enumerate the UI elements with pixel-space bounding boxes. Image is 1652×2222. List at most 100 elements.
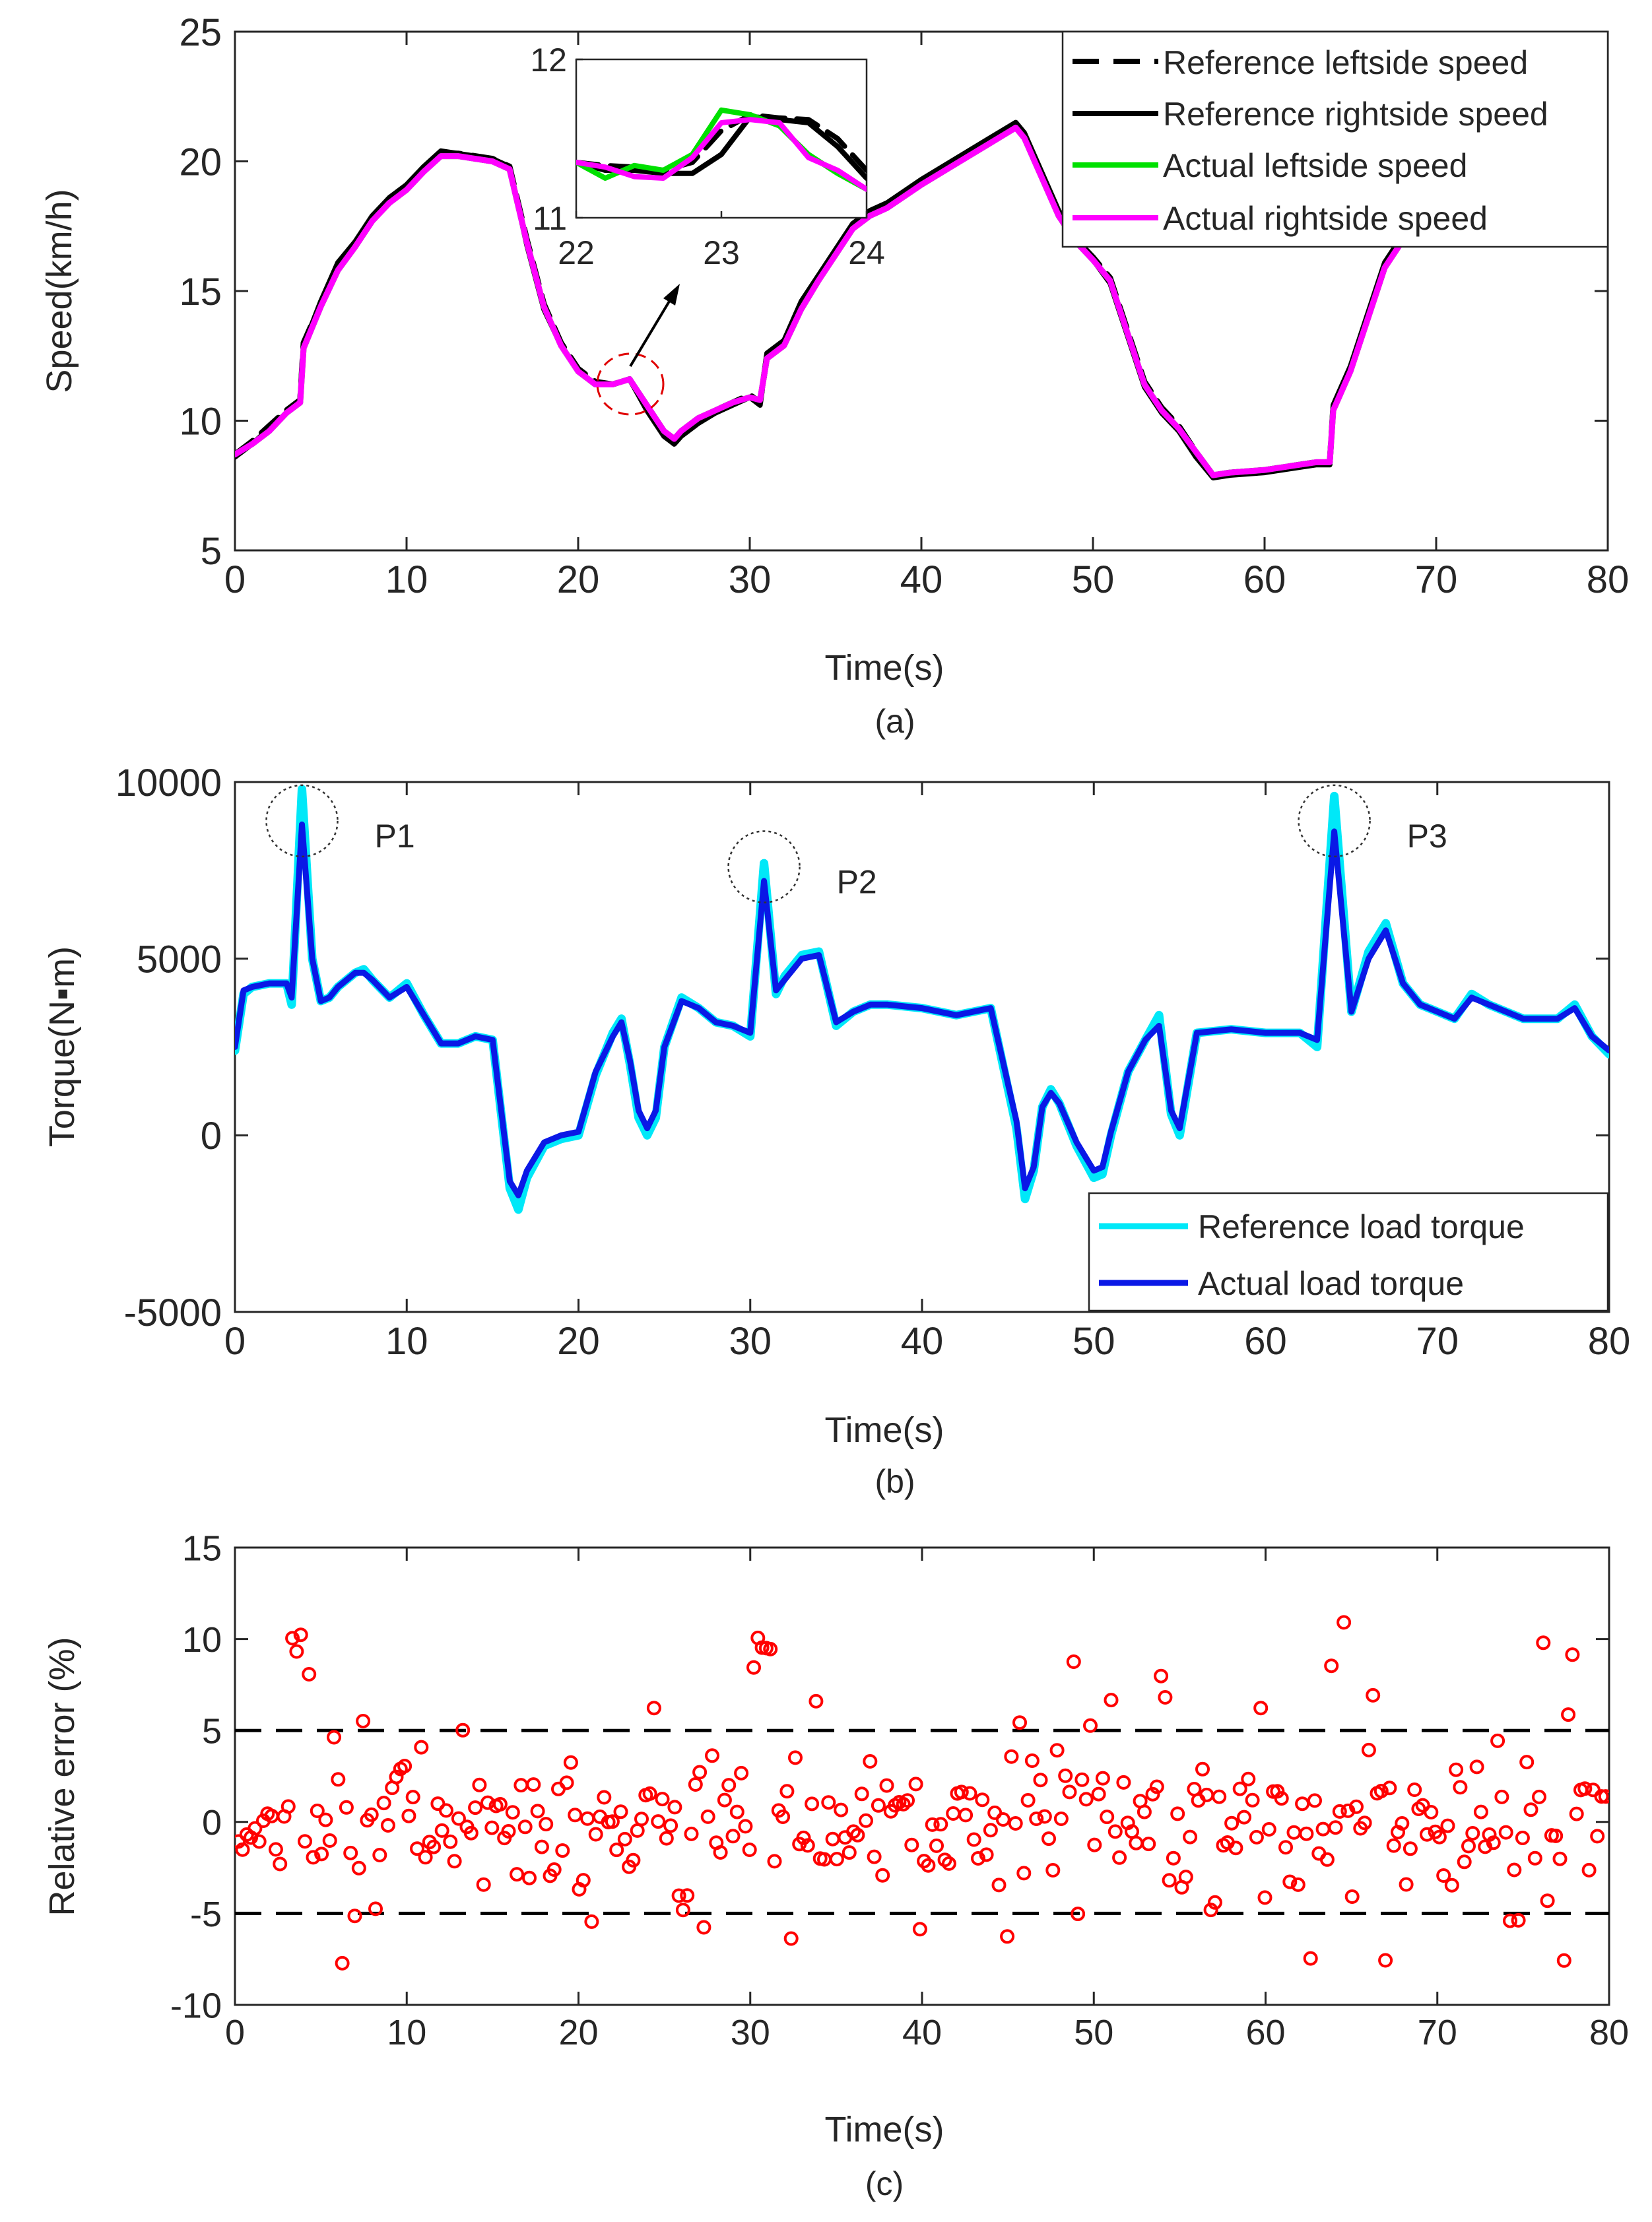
- axes-c-xtick-label: 30: [731, 2013, 770, 2052]
- error-point: [1461, 1839, 1476, 1854]
- error-point: [251, 1834, 267, 1849]
- error-point: [1299, 1826, 1314, 1841]
- error-point: [692, 1765, 708, 1780]
- error-point: [1295, 1796, 1310, 1812]
- axes-c-ytick-label: 5: [202, 1712, 222, 1751]
- error-point: [834, 1802, 849, 1817]
- error-point: [1062, 1784, 1077, 1800]
- error-point: [742, 1843, 757, 1857]
- legend-b-label-ref: Reference load torque: [1198, 1208, 1525, 1245]
- error-point: [671, 1888, 686, 1903]
- error-point: [501, 1824, 516, 1839]
- inset-series-reference-leftside-speed: [576, 112, 867, 173]
- error-point: [1162, 1873, 1177, 1888]
- error-point: [1166, 1850, 1181, 1866]
- error-point: [1565, 1647, 1580, 1662]
- error-point: [335, 1955, 350, 1971]
- error-point: [1581, 1862, 1597, 1878]
- error-point: [476, 1877, 491, 1892]
- error-point: [1245, 1792, 1260, 1808]
- error-point: [1349, 1799, 1364, 1814]
- peak-label-p1: P1: [374, 818, 414, 855]
- error-point: [268, 1842, 283, 1857]
- error-point: [1107, 1824, 1123, 1839]
- error-point: [921, 1858, 936, 1873]
- error-point: [805, 1796, 820, 1812]
- error-point: [1415, 1798, 1430, 1813]
- error-point: [1045, 1863, 1061, 1878]
- error-point: [1436, 1868, 1451, 1883]
- axes-c-xtick-label: 60: [1245, 2013, 1285, 2052]
- error-point: [613, 1804, 628, 1819]
- axes-a-xtick-label: 70: [1415, 558, 1458, 601]
- error-point: [721, 1778, 737, 1793]
- axes-b-ytick-label: -5000: [124, 1291, 222, 1334]
- error-point: [368, 1901, 383, 1916]
- error-point: [1074, 1772, 1090, 1787]
- panel-b-caption: (b): [875, 1463, 915, 1500]
- axes-c-frame: [234, 1546, 1610, 2006]
- error-point: [646, 1701, 661, 1716]
- error-point: [738, 1819, 753, 1834]
- error-point: [1507, 1862, 1522, 1878]
- error-point: [983, 1823, 998, 1838]
- error-point: [767, 1854, 782, 1869]
- error-point: [958, 1808, 974, 1823]
- error-point: [1540, 1893, 1555, 1909]
- error-point: [281, 1799, 296, 1814]
- axes-b-xtick-label: 30: [729, 1320, 772, 1363]
- error-point: [800, 1838, 815, 1853]
- error-point: [418, 1850, 433, 1865]
- error-point: [871, 1798, 886, 1813]
- error-point: [310, 1804, 325, 1818]
- error-point: [1237, 1810, 1251, 1825]
- error-point: [1253, 1701, 1269, 1716]
- legend-a-label-act-left: Actual leftside speed: [1163, 147, 1467, 184]
- error-point: [1141, 1837, 1156, 1852]
- inset-ytick-label: 11: [533, 200, 567, 237]
- error-point: [468, 1800, 483, 1815]
- panel-a-caption: (a): [875, 703, 915, 740]
- error-point: [1104, 1693, 1119, 1708]
- error-point: [472, 1777, 487, 1792]
- error-point: [1590, 1829, 1605, 1844]
- error-point: [1465, 1826, 1480, 1841]
- error-point: [863, 1754, 878, 1769]
- error-point: [1395, 1816, 1410, 1831]
- error-point: [1207, 1895, 1222, 1910]
- legend-b-label-act: Actual load torque: [1198, 1265, 1464, 1302]
- error-point: [1278, 1840, 1293, 1855]
- error-point: [1424, 1805, 1439, 1819]
- error-point: [1598, 1789, 1609, 1804]
- error-point: [1328, 1820, 1343, 1835]
- axes-c-xtick-label: 50: [1074, 2013, 1113, 2052]
- error-point: [1249, 1829, 1264, 1845]
- error-point: [568, 1808, 583, 1823]
- error-point: [1149, 1779, 1164, 1794]
- legend-a: Reference leftside speed Reference right…: [1061, 30, 1609, 248]
- error-point: [1257, 1890, 1272, 1905]
- error-point: [1527, 1850, 1542, 1866]
- error-point: [351, 1860, 366, 1876]
- error-point: [546, 1862, 562, 1877]
- axes-b-xtick-label: 10: [385, 1320, 428, 1363]
- error-point: [364, 1807, 379, 1822]
- error-point: [584, 1914, 599, 1929]
- error-point: [1203, 1903, 1218, 1918]
- error-point: [1008, 1816, 1023, 1831]
- error-point: [1154, 1668, 1169, 1683]
- error-point: [1373, 1784, 1389, 1798]
- error-point: [859, 1813, 873, 1828]
- error-point: [530, 1804, 545, 1819]
- error-point: [401, 1808, 416, 1823]
- error-point: [526, 1777, 541, 1792]
- error-point: [1241, 1771, 1256, 1786]
- error-point: [1095, 1771, 1110, 1786]
- error-point: [1548, 1828, 1564, 1843]
- error-point: [343, 1845, 358, 1860]
- error-point: [783, 1931, 799, 1946]
- error-point: [1332, 1804, 1347, 1819]
- error-point: [306, 1850, 321, 1865]
- error-point: [1519, 1755, 1535, 1770]
